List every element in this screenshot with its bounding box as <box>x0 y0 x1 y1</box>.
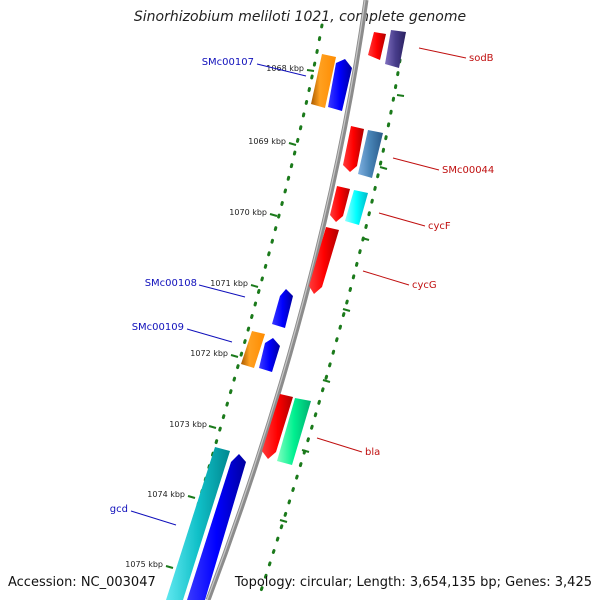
gene-label-sodb[interactable]: sodB <box>469 53 494 64</box>
gene-feature-bla[interactable] <box>262 394 293 459</box>
gene-label-cycg[interactable]: cycG <box>412 280 437 291</box>
gene-feature-smc00044[interactable] <box>343 126 364 172</box>
gene-label-smc00108[interactable]: SMc00108 <box>145 278 197 289</box>
accession-text: Accession: NC_003047 <box>8 575 156 590</box>
gene-feature-smc00107-orange[interactable] <box>311 54 336 108</box>
leader-line <box>186 328 233 343</box>
gene-label-cycf[interactable]: cycF <box>428 221 451 232</box>
tick-label: 1075 kbp <box>125 560 163 569</box>
gene-label-smc00107[interactable]: SMc00107 <box>202 57 254 68</box>
map-title: Sinorhizobium meliloti 1021, complete ge… <box>133 9 467 25</box>
tick-label: 1071 kbp <box>210 279 248 288</box>
leader-line <box>392 157 440 171</box>
gene-label-gcd[interactable]: gcd <box>110 504 128 515</box>
gene-feature-gcd-teal[interactable] <box>166 447 230 600</box>
gene-feature-cycf[interactable] <box>330 186 350 222</box>
gene-feature-cycf-cyan[interactable] <box>345 190 368 225</box>
leader-line <box>316 437 363 453</box>
gene-label-bla[interactable]: bla <box>365 447 380 458</box>
genome-backbone <box>205 0 369 600</box>
tick-label: 1070 kbp <box>229 208 267 217</box>
gene-feature-smc00108[interactable] <box>272 289 293 328</box>
gene-feature-bla-spring[interactable] <box>277 398 311 465</box>
gene-label-smc00044[interactable]: SMc00044 <box>442 165 494 176</box>
gene-feature-gcd[interactable] <box>187 454 246 600</box>
backbone-highlight <box>206 0 366 600</box>
gene-label-smc00109[interactable]: SMc00109 <box>132 322 184 333</box>
topology-text: Topology: circular; Length: 3,654,135 bp… <box>234 575 592 590</box>
tick-label: 1072 kbp <box>190 349 228 358</box>
leader-line <box>130 510 177 526</box>
tick-label: 1068 kbp <box>266 64 304 73</box>
gene-feature-slate[interactable] <box>385 30 406 68</box>
gene-feature-sodb[interactable] <box>368 32 386 60</box>
tick-label: 1073 kbp <box>169 420 207 429</box>
major-tick <box>165 69 315 569</box>
gene-feature-smc00107[interactable] <box>328 59 352 111</box>
gene-feature-smc00109-orange[interactable] <box>241 331 265 368</box>
leader-line <box>378 212 426 227</box>
tick-label: 1069 kbp <box>248 137 286 146</box>
leader-line <box>198 284 246 298</box>
gene-feature-steel[interactable] <box>358 130 383 178</box>
leader-line <box>418 47 467 59</box>
leader-line <box>362 270 410 286</box>
gene-feature-smc00109[interactable] <box>259 338 280 372</box>
minor-tick <box>279 94 405 523</box>
tick-label: 1074 kbp <box>147 490 185 499</box>
gene-feature-cycg[interactable] <box>309 227 339 294</box>
leader-line <box>256 63 307 77</box>
